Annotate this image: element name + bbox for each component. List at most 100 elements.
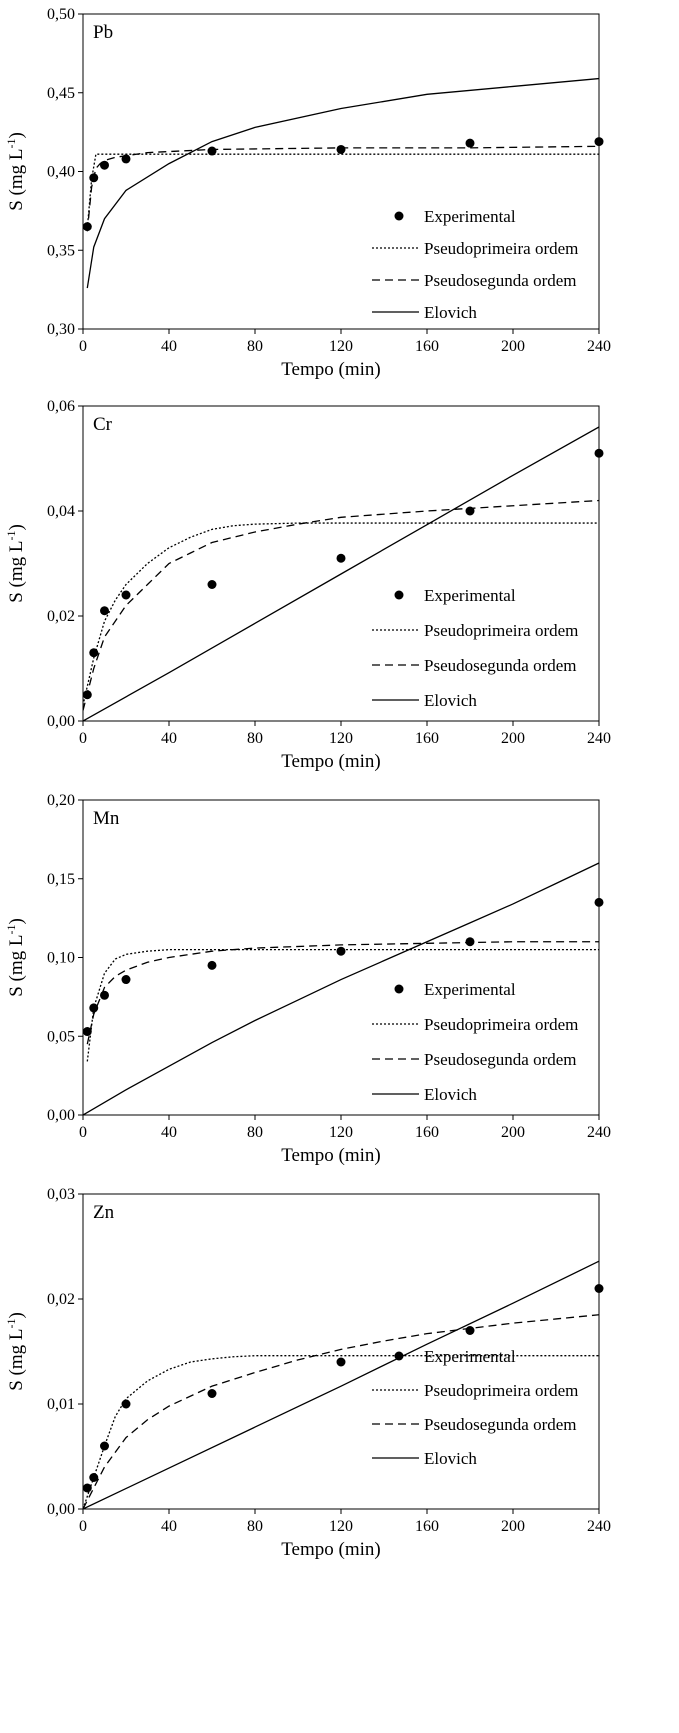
data-point-experimental (336, 946, 346, 956)
legend-label: Pseudosegunda ordem (424, 656, 577, 675)
chart-svg: 0 40 80 120 160 200 240 0,00 0,05 0,10 0,15 0,20 Tem… (4, 792, 611, 1166)
legend-label: Pseudosegunda ordem (424, 1415, 577, 1434)
y-tick-label: 0,10 (47, 950, 75, 967)
legend-label: Elovich (424, 303, 477, 322)
legend-label: Pseudoprimeira ordem (424, 621, 578, 640)
data-point-experimental (336, 553, 346, 563)
x-tick-label: 120 (329, 1124, 353, 1141)
data-point-experimental (100, 606, 109, 616)
x-tick-label: 120 (329, 338, 353, 355)
series-line-pseudoprimeira-ordem (86, 948, 599, 1062)
series-line-pseudoprimeira-ordem (83, 1355, 599, 1509)
legend-label: Elovich (424, 691, 477, 710)
x-tick-label: 160 (415, 1124, 439, 1141)
panel-label: Pb (93, 22, 113, 43)
data-point-experimental (121, 590, 131, 600)
panel-label: Cr (93, 414, 113, 435)
y-tick-label: 0,00 (47, 713, 75, 730)
legend-label: Pseudoprimeira ordem (424, 1015, 578, 1034)
series-line-elovich (83, 426, 599, 721)
series-line-pseudosegunda-ordem (86, 145, 599, 232)
x-tick-label: 0 (79, 1124, 87, 1141)
data-point-experimental (121, 1399, 131, 1409)
legend-marker (394, 590, 404, 600)
x-axis-title: Tempo (min) (281, 359, 380, 380)
data-point-experimental (82, 1483, 92, 1493)
data-point-experimental (100, 160, 109, 170)
chart-panel-pb: 0 40 80 120 160 200 240 0,30 0,35 0,40 0,45 0,50 Tem… (0, 0, 679, 392)
x-axis-title: Tempo (min) (281, 751, 380, 772)
x-tick-label: 40 (161, 338, 177, 355)
x-tick-label: 40 (161, 1124, 177, 1141)
series-line-pseudoprimeira-ordem (83, 522, 599, 706)
series-line-pseudoprimeira-ordem (86, 153, 599, 229)
legend-label: Experimental (424, 1347, 516, 1366)
y-tick-label: 0,06 (47, 398, 75, 415)
x-tick-label: 40 (161, 730, 177, 747)
y-axis-title: S (mg L-1) (4, 1312, 27, 1391)
data-point-experimental (100, 1441, 109, 1451)
chart-panel-cr: 0 40 80 120 160 200 240 0,00 0,02 0,04 0,06 Tempo (… (0, 392, 679, 786)
data-point-experimental (89, 648, 99, 658)
data-point-experimental (207, 960, 217, 970)
legend-label: Elovich (424, 1085, 477, 1104)
x-tick-label: 200 (501, 338, 525, 355)
legend-label: Pseudoprimeira ordem (424, 1381, 578, 1400)
y-axis-title: S (mg L-1) (4, 132, 27, 211)
data-point-experimental (594, 897, 604, 907)
x-tick-label: 120 (329, 730, 353, 747)
legend-label: Pseudosegunda ordem (424, 1050, 577, 1069)
x-axis-title: Tempo (min) (281, 1145, 380, 1166)
y-tick-label: 0,02 (47, 1291, 75, 1308)
x-tick-label: 0 (79, 338, 87, 355)
x-tick-label: 160 (415, 730, 439, 747)
data-point-experimental (594, 1284, 604, 1293)
x-tick-label: 200 (501, 730, 525, 747)
x-tick-label: 240 (587, 338, 611, 355)
legend-marker (394, 1351, 404, 1361)
chart-panel-zn: 0 40 80 120 160 200 240 0,00 0,01 0,02 0,03 Tempo (… (0, 1180, 679, 1733)
y-tick-label: 0,04 (47, 503, 75, 520)
x-tick-label: 0 (79, 730, 87, 747)
legend-marker (394, 211, 404, 221)
legend-label: Experimental (424, 207, 516, 226)
data-point-experimental (207, 1389, 217, 1398)
y-tick-label: 0,15 (47, 871, 75, 888)
y-tick-label: 0,45 (47, 85, 75, 102)
y-tick-label: 0,40 (47, 164, 75, 181)
x-tick-label: 160 (415, 338, 439, 355)
x-tick-label: 40 (161, 1518, 177, 1535)
plot-frame (82, 1193, 600, 1510)
data-point-experimental (336, 1357, 346, 1367)
x-tick-label: 0 (79, 1518, 87, 1535)
y-tick-label: 0,00 (47, 1107, 75, 1124)
y-tick-label: 0,05 (47, 1028, 75, 1045)
legend-label: Elovich (424, 1449, 477, 1468)
x-tick-label: 240 (587, 1124, 611, 1141)
series-line-elovich (83, 862, 599, 1115)
chart-panel-mn: 0 40 80 120 160 200 240 0,00 0,05 0,10 0,15 0,20 Tem… (0, 786, 679, 1180)
y-tick-label: 0,50 (47, 6, 75, 23)
x-tick-label: 200 (501, 1124, 525, 1141)
data-point-experimental (82, 1027, 92, 1037)
y-axis-title: S (mg L-1) (4, 524, 27, 603)
data-point-experimental (207, 580, 217, 589)
x-tick-label: 80 (247, 1124, 263, 1141)
chart-svg: 0 40 80 120 160 200 240 0,00 0,01 0,02 0,03 Tempo (… (4, 1186, 611, 1560)
data-point-experimental (465, 937, 475, 947)
series-line-elovich (83, 1260, 599, 1509)
x-tick-label: 80 (247, 338, 263, 355)
legend-label: Pseudoprimeira ordem (424, 239, 578, 258)
chart-svg: 0 40 80 120 160 200 240 0,00 0,02 0,04 0,06 Tempo (… (4, 398, 611, 772)
y-tick-label: 0,20 (47, 792, 75, 809)
series-line-elovich (86, 77, 599, 289)
panel-label: Mn (93, 808, 120, 829)
data-point-experimental (336, 144, 346, 154)
y-tick-label: 0,02 (47, 608, 75, 625)
y-tick-label: 0,01 (47, 1396, 75, 1413)
x-tick-label: 120 (329, 1518, 353, 1535)
y-tick-label: 0,03 (47, 1186, 75, 1203)
x-tick-label: 200 (501, 1518, 525, 1535)
series-line-pseudosegunda-ordem (86, 941, 599, 1045)
x-tick-label: 240 (587, 1518, 611, 1535)
